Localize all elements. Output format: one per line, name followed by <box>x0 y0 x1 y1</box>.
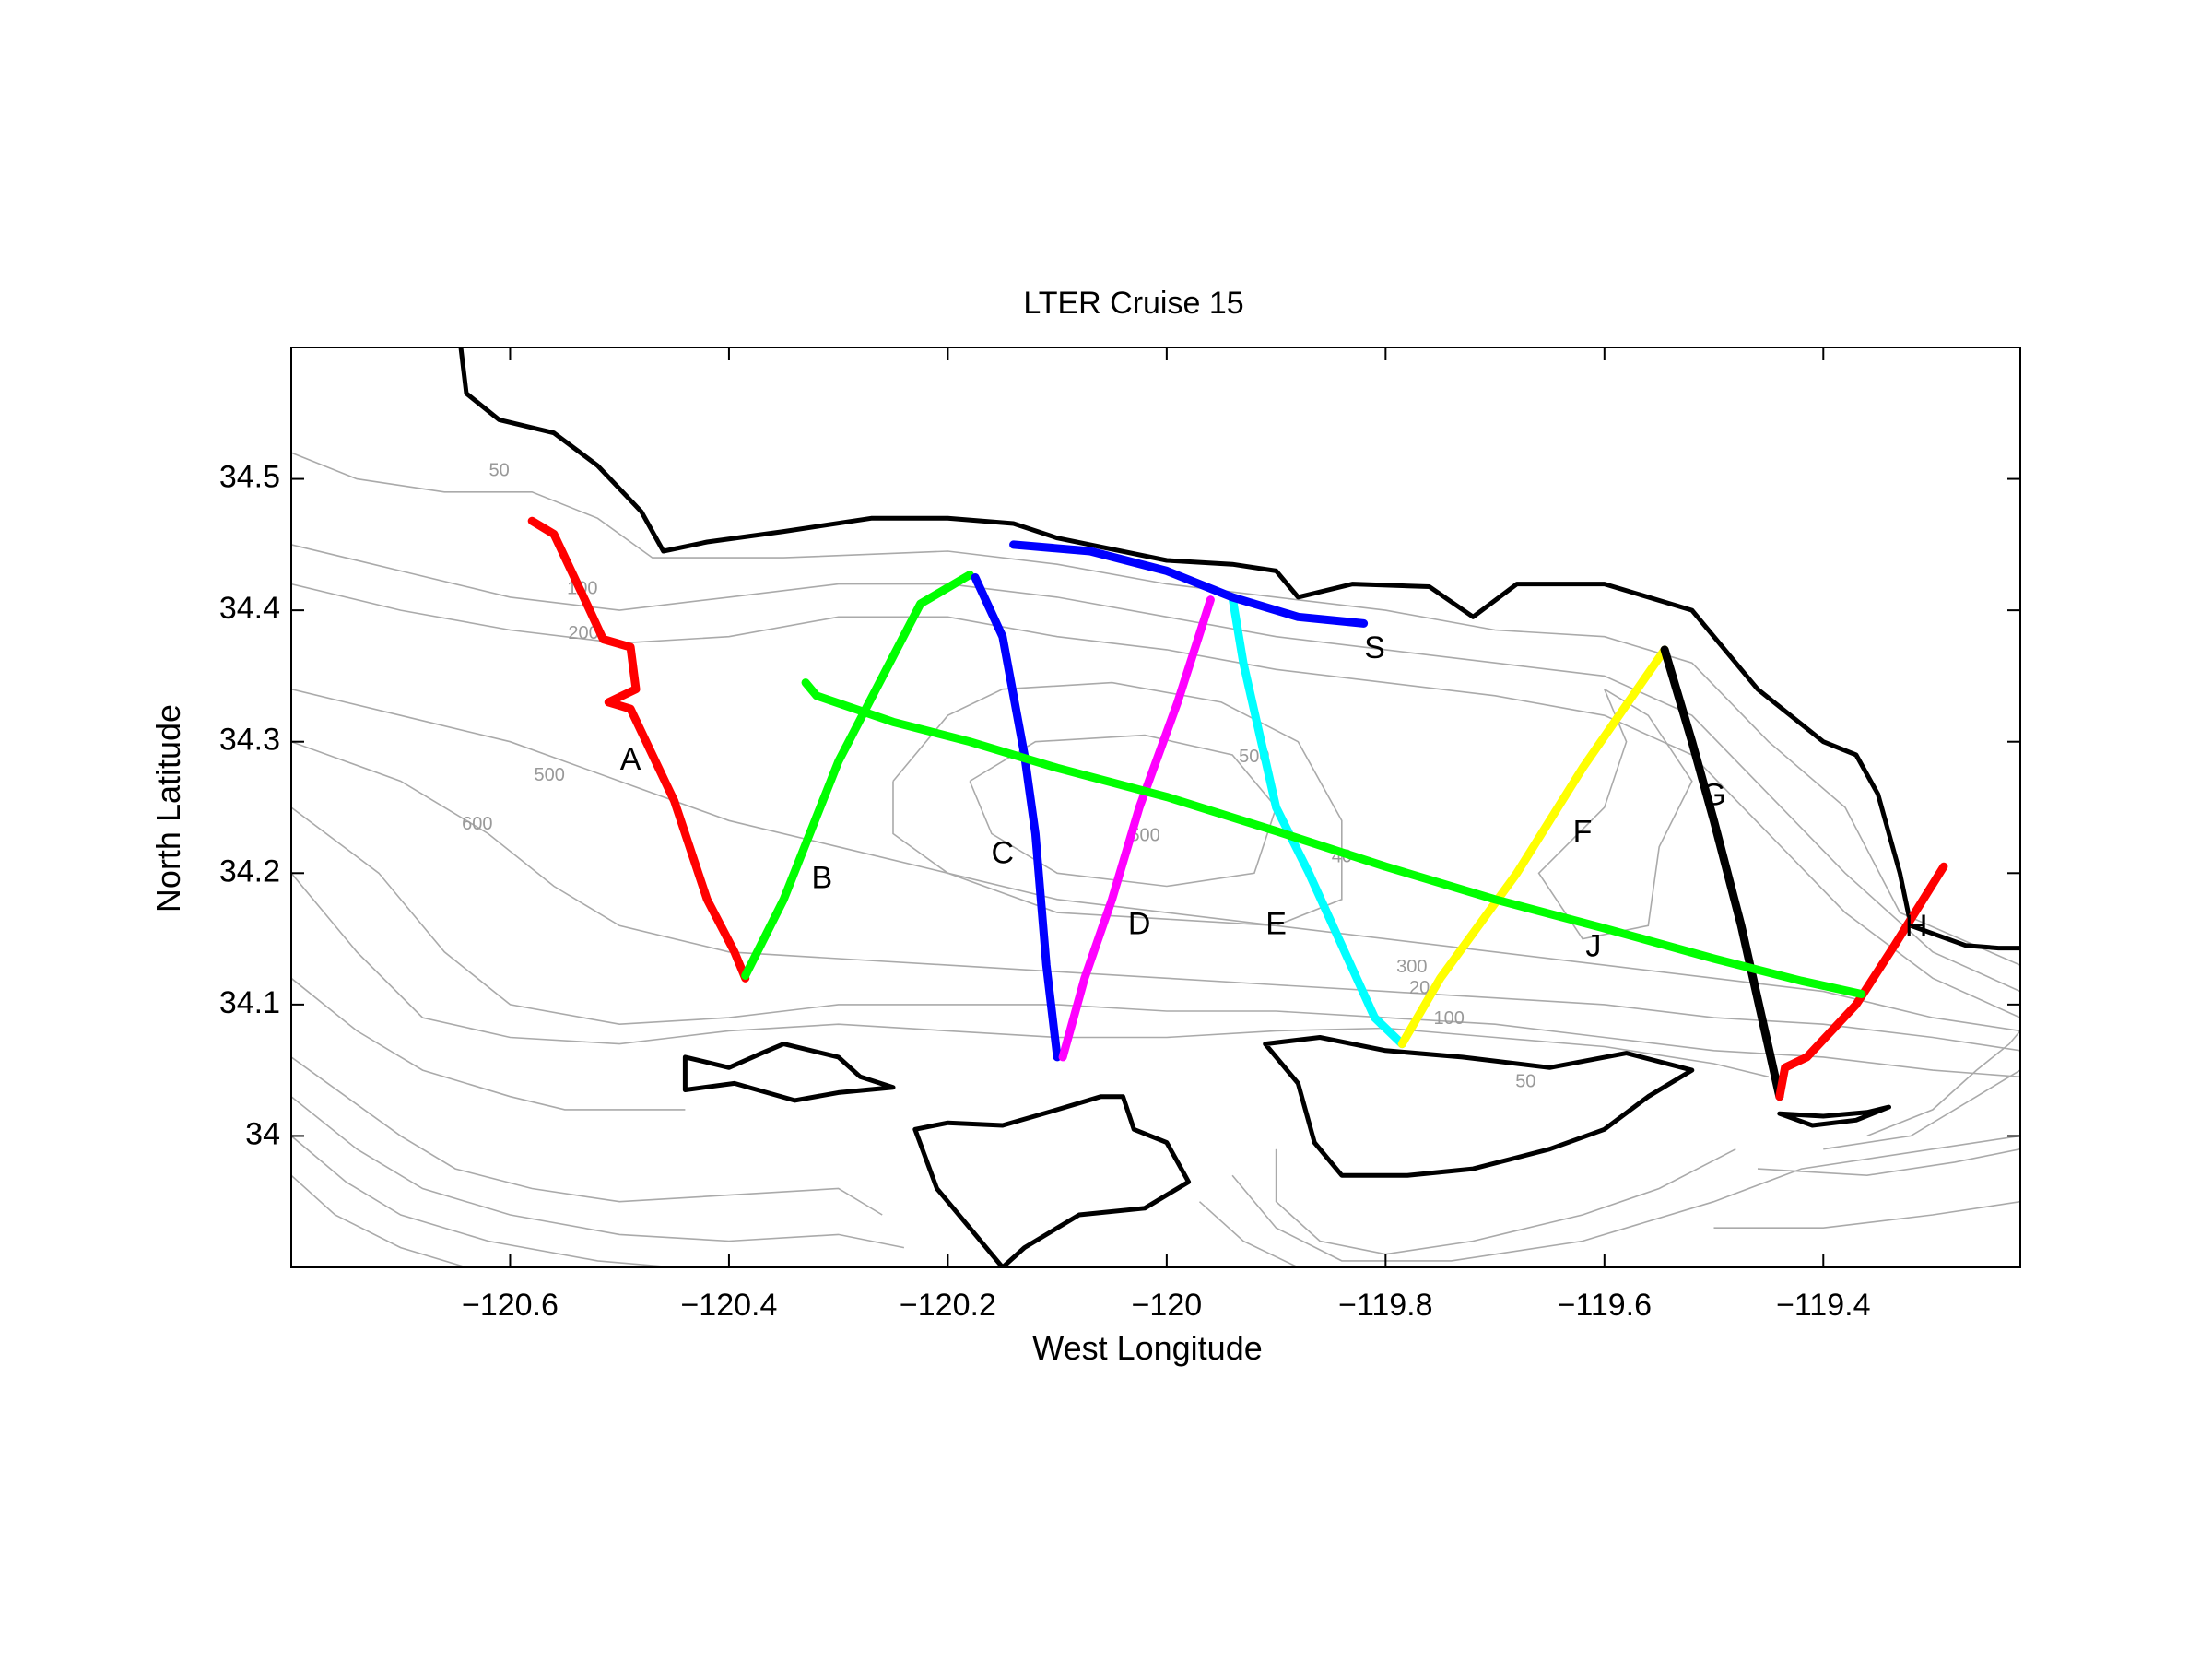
track-label-b: B <box>812 860 833 895</box>
contour-line-500m-12 <box>892 681 1343 927</box>
contour-label-9: 20 <box>1409 978 1430 998</box>
island-anacapa-outline <box>1777 1104 1891 1128</box>
contour-line-600m-4 <box>291 740 2020 1052</box>
contour-label-6: 500 <box>1129 826 1159 846</box>
contour-line-200m-6 <box>291 872 1770 1078</box>
contour-label-8: 300 <box>1396 957 1427 977</box>
contour-label-11: 50 <box>1515 1071 1535 1091</box>
contour-line-100m-19 <box>1823 1069 2020 1150</box>
contour-label-2: 200 <box>568 623 598 643</box>
island-san-miguel-outline <box>682 1042 896 1103</box>
track-line-c <box>971 573 1062 1062</box>
x-axis-label: West Longitude <box>1032 1329 1263 1367</box>
contour-line-500m-3 <box>291 688 2020 1032</box>
x-tick-label: −120.4 <box>680 1288 777 1323</box>
track-layer <box>527 516 1948 1101</box>
island-santa-cruz-outline <box>1263 1035 1695 1178</box>
x-tick-label: −119.8 <box>1338 1288 1432 1323</box>
track-line-f <box>1397 645 1669 1049</box>
track-line-h <box>1775 862 1948 1101</box>
y-axis-label: North Latitude <box>149 704 187 912</box>
y-axis: 34 34.1 34.2 34.3 34.4 34.5 <box>219 460 2020 1151</box>
y-tick-label: 34.1 <box>219 985 280 1020</box>
contour-line-600m-13 <box>969 734 1277 888</box>
contour-line-500m-8 <box>291 1056 883 1216</box>
track-line-g <box>1660 645 1784 1101</box>
contour-label-0: 50 <box>488 460 509 480</box>
x-tick-label: −120 <box>1132 1288 1203 1323</box>
contour-label-10: 100 <box>1434 1008 1465 1029</box>
contour-line-50m-18 <box>1866 1030 2020 1137</box>
contour-line-700m-10 <box>291 1135 675 1267</box>
contour-line-600m-9 <box>291 1096 905 1249</box>
track-label-j: J <box>1585 929 1601 964</box>
contour-label-3: 500 <box>535 765 565 785</box>
track-label-c: C <box>991 835 1014 870</box>
contour-line-50m-0 <box>291 452 2020 966</box>
contour-line-200m-2 <box>291 583 2020 1018</box>
track-label-d: D <box>1128 906 1151 941</box>
contour-line-100m-15 <box>1275 1148 1736 1255</box>
x-tick-label: −119.6 <box>1558 1288 1652 1323</box>
y-tick-label: 34.5 <box>219 460 280 495</box>
island-santa-rosa-outline <box>912 1094 1192 1267</box>
contour-label-4: 600 <box>462 814 492 834</box>
x-tick-label: −119.4 <box>1776 1288 1870 1323</box>
chart-title: LTER Cruise 15 <box>1023 286 1243 321</box>
contour-layer <box>291 452 2020 1267</box>
contour-line-500m-21 <box>1713 1200 2020 1229</box>
contour-line-200m-20 <box>1757 1148 2020 1177</box>
x-tick-label: −120.2 <box>900 1288 996 1323</box>
contour-line-500m-17 <box>1198 1201 1299 1267</box>
contour-line-800m-11 <box>291 1174 467 1267</box>
x-axis: −120.6 −120.4 −120.2 −120 −119.8 −119.6 −119.4 <box>462 347 1870 1323</box>
contour-line-100m-1 <box>291 544 2020 993</box>
track-line-d <box>1058 595 1215 1062</box>
y-tick-label: 34.2 <box>219 854 280 889</box>
y-tick-label: 34.3 <box>219 723 280 758</box>
y-tick-label: 34.4 <box>219 591 280 626</box>
track-label-a: A <box>620 742 641 777</box>
track-line-s <box>1009 540 1369 628</box>
track-label-f: F <box>1573 814 1593 849</box>
track-label-g: G <box>1701 778 1725 813</box>
plot-frame <box>290 347 2021 1268</box>
contour-line-200m-16 <box>1231 1135 2020 1262</box>
track-line-b <box>741 571 974 980</box>
mainland-coastline <box>458 347 2020 951</box>
contour-line-100m-7 <box>291 977 686 1111</box>
track-label-s: S <box>1364 630 1385 665</box>
track-line-a <box>527 516 750 983</box>
track-label-e: E <box>1265 906 1287 941</box>
track-line-j <box>801 678 1866 998</box>
track-label-layer: A B C D E F G H J S <box>620 630 1928 964</box>
track-label-h: H <box>1905 909 1928 944</box>
contour-line-500m-5 <box>291 806 2020 1078</box>
land-layer <box>458 347 2020 1267</box>
x-tick-label: −120.6 <box>462 1288 559 1323</box>
y-tick-label: 34 <box>245 1116 280 1151</box>
